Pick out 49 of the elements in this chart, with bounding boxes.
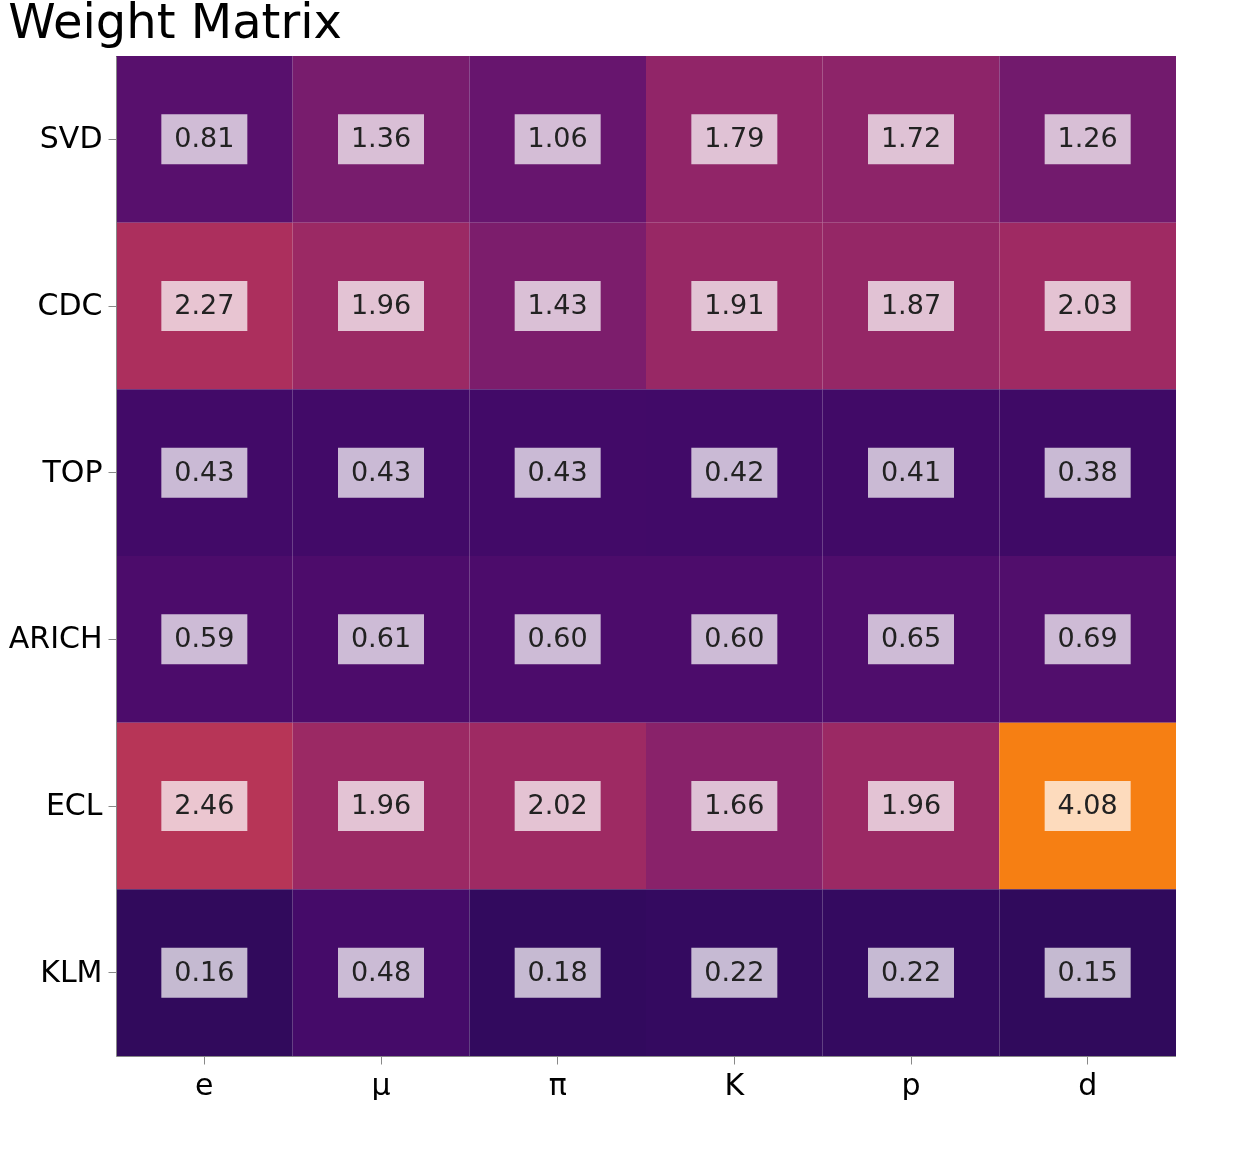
data-label: 1.79 bbox=[704, 122, 765, 154]
y-tick-label: CDC bbox=[37, 287, 103, 322]
data-label: 0.43 bbox=[174, 455, 235, 487]
data-label: 0.65 bbox=[880, 622, 942, 654]
data-label: 0.81 bbox=[174, 122, 235, 154]
data-label: 0.18 bbox=[527, 955, 588, 987]
data-label: 0.69 bbox=[1057, 622, 1118, 654]
data-label: 0.43 bbox=[527, 455, 588, 487]
data-label: 1.96 bbox=[350, 789, 412, 820]
data-label: 0.22 bbox=[704, 955, 765, 987]
data-label: 1.96 bbox=[880, 789, 942, 820]
data-label: 0.16 bbox=[174, 955, 235, 987]
y-tick-label: TOP bbox=[41, 453, 103, 489]
data-label: 4.08 bbox=[1057, 789, 1118, 820]
data-label: 1.66 bbox=[704, 789, 765, 820]
data-label: 0.22 bbox=[880, 955, 942, 987]
data-label: 2.03 bbox=[1057, 289, 1118, 320]
data-label: 2.27 bbox=[174, 289, 235, 320]
x-tick-label: μ bbox=[371, 1066, 391, 1102]
data-label: 0.43 bbox=[350, 455, 412, 487]
data-label: 0.15 bbox=[1057, 955, 1118, 987]
y-tick-label: ARICH bbox=[8, 620, 103, 656]
data-label: 1.36 bbox=[350, 122, 412, 154]
data-label: 1.96 bbox=[350, 289, 412, 320]
data-label: 1.06 bbox=[527, 122, 588, 154]
x-tick-label: e bbox=[195, 1066, 214, 1102]
data-label: 1.26 bbox=[1057, 122, 1118, 154]
data-label: 0.60 bbox=[704, 622, 765, 654]
data-label: 0.38 bbox=[1057, 455, 1118, 487]
data-label: 0.42 bbox=[704, 455, 765, 487]
y-tick-label: ECL bbox=[45, 787, 103, 822]
y-tick-label: KLM bbox=[40, 953, 103, 989]
x-tick-label: K bbox=[724, 1066, 746, 1102]
x-tick-label: p bbox=[901, 1066, 921, 1102]
data-label: 0.41 bbox=[880, 455, 942, 487]
data-label: 2.02 bbox=[527, 789, 588, 820]
data-label: 0.59 bbox=[174, 622, 235, 654]
x-tick-label: d bbox=[1078, 1066, 1098, 1102]
data-label: 1.43 bbox=[527, 289, 588, 320]
y-tick-label: SVD bbox=[39, 120, 103, 156]
chart-title: Weight Matrix bbox=[8, 0, 342, 49]
data-label: 2.46 bbox=[174, 789, 235, 820]
data-label: 0.60 bbox=[527, 622, 588, 654]
data-label: 1.87 bbox=[880, 289, 942, 320]
x-tick-label: π bbox=[548, 1066, 567, 1102]
data-label: 0.48 bbox=[350, 955, 412, 987]
data-label: 1.91 bbox=[704, 289, 765, 320]
data-label: 0.61 bbox=[350, 622, 412, 654]
data-label: 1.72 bbox=[880, 122, 942, 154]
